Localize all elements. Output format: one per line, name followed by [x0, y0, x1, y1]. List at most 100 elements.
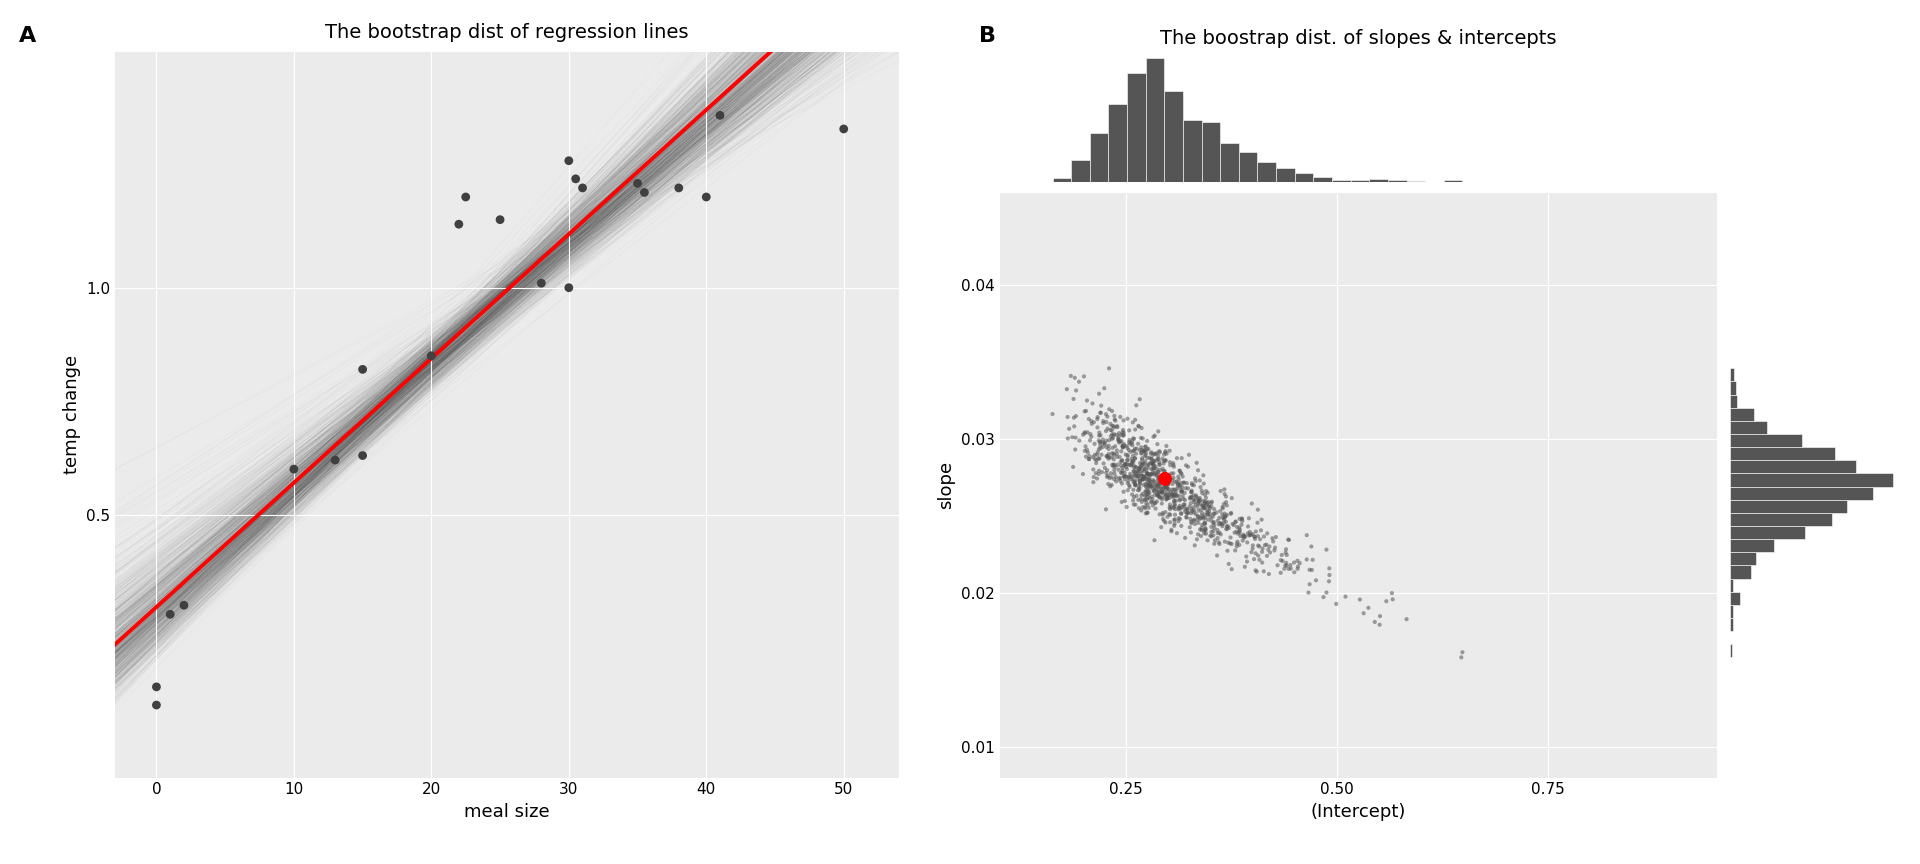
Point	[1083, 434, 1114, 448]
Point	[1102, 447, 1133, 461]
Point	[1198, 518, 1229, 532]
Point	[1117, 483, 1148, 497]
Point	[1187, 509, 1217, 523]
Point	[1144, 480, 1175, 494]
Point	[1273, 533, 1304, 547]
Point	[1102, 419, 1133, 433]
Point	[1098, 453, 1129, 467]
Point	[1137, 474, 1167, 488]
Point	[1112, 483, 1142, 497]
Point	[1238, 538, 1269, 552]
Point	[1123, 480, 1154, 494]
Point	[1177, 505, 1208, 518]
Point	[1137, 445, 1167, 459]
Point	[1112, 441, 1142, 454]
Point	[1150, 505, 1181, 519]
Point	[1129, 454, 1160, 468]
Point	[1144, 444, 1175, 458]
Point	[1236, 497, 1267, 511]
Point	[1125, 461, 1156, 475]
Point	[1146, 520, 1177, 534]
Point	[1179, 517, 1210, 530]
Point	[1085, 439, 1116, 453]
Point	[1108, 441, 1139, 454]
Point	[1104, 471, 1135, 485]
Point	[1142, 448, 1173, 462]
Point	[1133, 451, 1164, 465]
Point	[1185, 497, 1215, 511]
Point	[1135, 467, 1165, 481]
Point	[1058, 410, 1089, 424]
Point	[1292, 552, 1323, 566]
Point	[1127, 451, 1158, 465]
Point	[1127, 473, 1158, 486]
Point	[828, 122, 858, 136]
Point	[1242, 549, 1273, 562]
Point	[1108, 459, 1139, 473]
Point	[1311, 586, 1342, 600]
Point	[1181, 498, 1212, 511]
Point	[1108, 429, 1139, 442]
Point	[1233, 519, 1263, 533]
Point	[1215, 507, 1246, 521]
Point	[451, 190, 482, 204]
Point	[1083, 451, 1114, 465]
Bar	[1127, 73, 1146, 181]
Point	[691, 190, 722, 204]
Point	[1121, 470, 1152, 484]
Point	[1148, 480, 1179, 494]
Point	[1089, 436, 1119, 450]
Point	[1165, 467, 1196, 480]
Y-axis label: slope: slope	[937, 461, 956, 509]
Point	[1190, 500, 1221, 514]
Point	[1077, 450, 1108, 464]
Point	[1254, 567, 1284, 581]
Point	[1094, 423, 1125, 437]
Point	[1150, 488, 1181, 502]
Point	[1125, 460, 1156, 473]
Point	[1175, 525, 1206, 539]
Point	[1129, 501, 1160, 515]
Point	[1079, 437, 1110, 451]
Point	[1119, 473, 1150, 487]
Point	[1175, 492, 1206, 505]
Point	[1175, 491, 1206, 505]
Point	[1190, 497, 1221, 511]
Point	[1116, 458, 1146, 472]
Point	[1131, 485, 1162, 499]
Point	[1187, 499, 1217, 512]
Point	[1221, 524, 1252, 538]
Point	[1117, 435, 1148, 448]
Point	[1196, 495, 1227, 509]
Point	[1083, 410, 1114, 424]
Point	[1142, 473, 1173, 487]
Point	[1175, 496, 1206, 510]
Point	[1117, 487, 1148, 501]
Point	[1139, 429, 1169, 442]
Point	[1165, 476, 1196, 490]
Point	[1112, 448, 1142, 462]
Point	[1179, 492, 1210, 506]
Point	[1131, 492, 1162, 506]
Point	[1092, 439, 1123, 453]
Point	[1091, 449, 1121, 463]
Point	[1150, 467, 1181, 480]
Point	[1119, 413, 1150, 427]
Point	[1142, 487, 1173, 501]
Point	[1139, 447, 1169, 461]
Point	[1164, 503, 1194, 517]
Bar	[1730, 448, 1836, 461]
Point	[1131, 477, 1162, 491]
Point	[1129, 444, 1160, 458]
Point	[1106, 459, 1137, 473]
Point	[1185, 491, 1215, 505]
Point	[1131, 434, 1162, 448]
Point	[1071, 404, 1102, 418]
Point	[1073, 449, 1104, 463]
Point	[1087, 465, 1117, 479]
Point	[1158, 460, 1188, 473]
Point	[1073, 446, 1104, 460]
Point	[1142, 484, 1173, 498]
Point	[1098, 431, 1129, 445]
Point	[1098, 428, 1129, 442]
